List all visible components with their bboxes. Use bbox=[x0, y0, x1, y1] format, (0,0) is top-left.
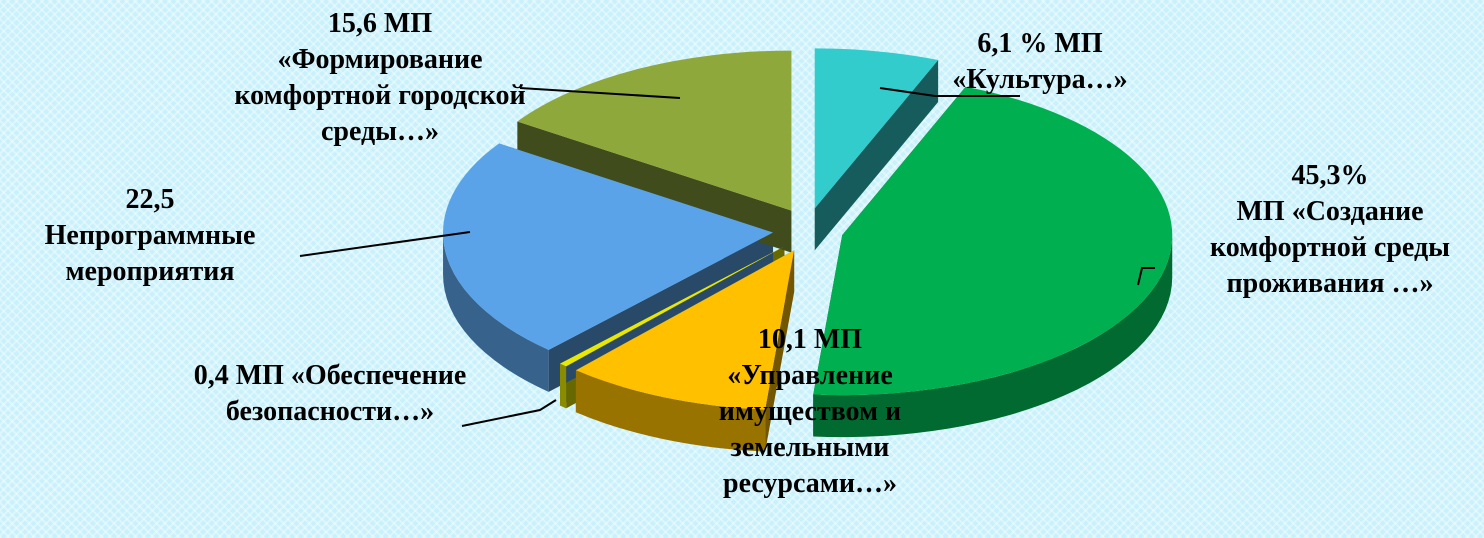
leader-line bbox=[461, 399, 557, 427]
slice-label: 15,6 МП «Формирование комфортной городск… bbox=[230, 6, 530, 150]
slice-side bbox=[813, 235, 1173, 438]
slice-label: 10,1 МП «Управление имуществом и земельн… bbox=[680, 322, 940, 502]
leader-line bbox=[519, 87, 681, 99]
leader-line bbox=[299, 231, 471, 257]
value-label: 10,1 bbox=[757, 324, 807, 355]
value-label: 0,4 bbox=[193, 360, 229, 391]
category-label: Непрограммные мероприятия bbox=[44, 220, 256, 287]
slice-side bbox=[765, 250, 795, 452]
category-label: МП «Управление имуществом и земельными р… bbox=[718, 324, 902, 499]
slice-side bbox=[575, 370, 766, 452]
slice bbox=[517, 50, 792, 211]
slice bbox=[575, 250, 795, 410]
value-label: 22,5 bbox=[125, 184, 175, 215]
category-label: МП «Культура…» bbox=[952, 28, 1128, 95]
slice-side bbox=[814, 60, 939, 251]
slice bbox=[443, 143, 774, 350]
value-label: 6,1 % bbox=[977, 28, 1048, 59]
slice bbox=[813, 86, 1173, 396]
value-label: 45,3% bbox=[1291, 160, 1369, 191]
slice-label: 45,3% МП «Создание комфортной среды прож… bbox=[1170, 158, 1484, 302]
slice-label: 6,1 % МП «Культура…» bbox=[900, 26, 1180, 98]
slice bbox=[560, 246, 785, 367]
category-label: МП «Формирование комфортной городской ср… bbox=[234, 8, 526, 147]
slice-side bbox=[443, 232, 549, 392]
category-label: МП «Создание комфортной среды проживания… bbox=[1210, 196, 1450, 299]
slice-label: 0,4 МП «Обеспечение безопасности…» bbox=[180, 358, 480, 430]
slice-side bbox=[560, 363, 567, 409]
leader-line bbox=[1137, 267, 1155, 286]
slice-label: 22,5 Непрограммные мероприятия bbox=[0, 182, 300, 290]
leader-line bbox=[879, 87, 1020, 97]
value-label: 15,6 bbox=[327, 8, 377, 39]
slice bbox=[814, 48, 939, 209]
category-label: МП «Обеспечение безопасности…» bbox=[225, 360, 467, 427]
